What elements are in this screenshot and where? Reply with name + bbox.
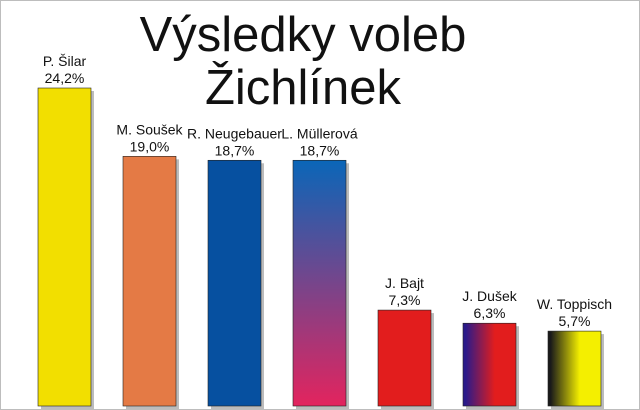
bar-0: [37, 87, 92, 407]
bar-category-label: W. Toppisch: [537, 296, 612, 312]
bar-3: [292, 159, 347, 407]
chart-title-line-1: Výsledky voleb: [140, 8, 467, 62]
bar-value-label: 19,0%: [130, 138, 170, 154]
bar-category-label: L. Müllerová: [281, 125, 357, 141]
bar-value-label: 7,3%: [389, 292, 421, 308]
bar-value-label: 18,7%: [215, 142, 255, 158]
bar-4: [377, 309, 432, 407]
chart-title-line-2: Žichlínek: [205, 61, 402, 115]
bar-category-label: J. Bajt: [385, 275, 424, 291]
bar-1: [122, 156, 177, 407]
bar-6: [547, 330, 602, 407]
bar-value-label: 6,3%: [474, 305, 506, 321]
bar-2: [207, 159, 262, 407]
bar-category-label: R. Neugebauer: [187, 125, 282, 141]
bar-value-label: 5,7%: [559, 313, 591, 329]
bar-category-label: J. Dušek: [462, 288, 517, 304]
bar-5: [462, 322, 517, 407]
bar-value-label: 18,7%: [300, 142, 340, 158]
bar-category-label: P. Šilar: [43, 53, 87, 69]
bar-value-label: 24,2%: [45, 70, 85, 86]
bar-category-label: M. Soušek: [116, 121, 183, 137]
